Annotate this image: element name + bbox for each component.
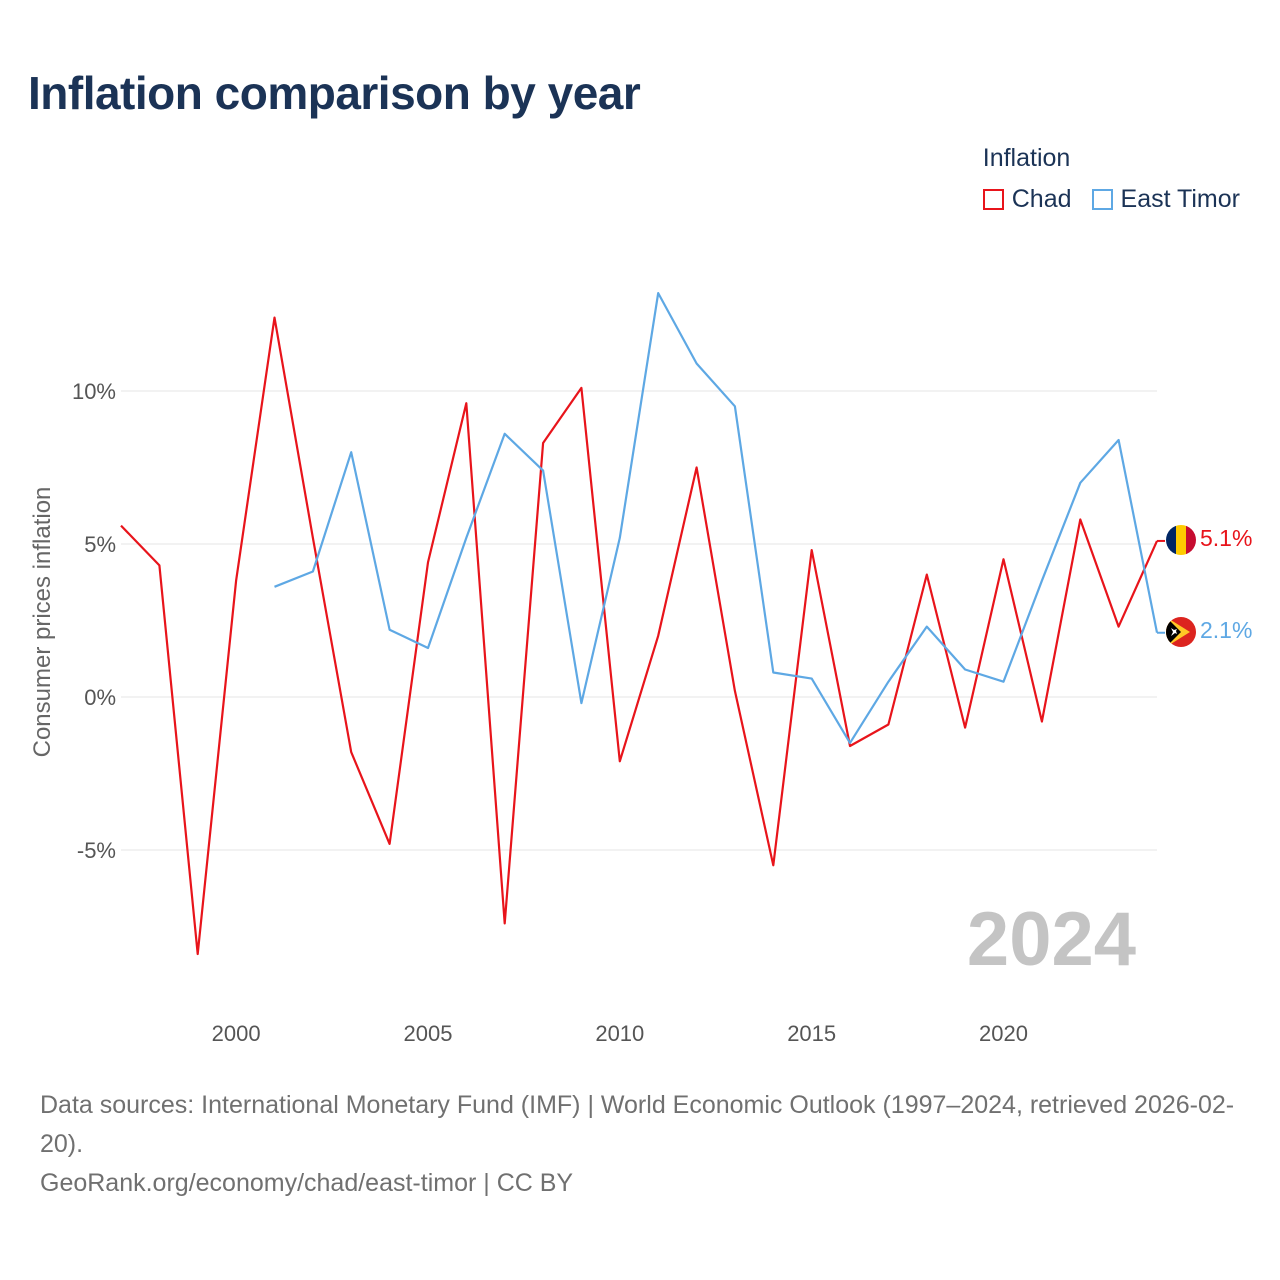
data-point bbox=[771, 671, 775, 675]
data-point bbox=[426, 560, 430, 564]
legend-label-east-timor: East Timor bbox=[1120, 185, 1240, 213]
x-tick-label: 2015 bbox=[787, 1021, 836, 1046]
data-point bbox=[541, 441, 545, 445]
east-timor-flag-icon bbox=[1166, 617, 1196, 647]
data-point bbox=[272, 585, 276, 589]
data-point bbox=[618, 759, 622, 763]
data-sources: Data sources: International Monetary Fun… bbox=[40, 1091, 1235, 1158]
data-point bbox=[1117, 438, 1121, 442]
footer: Data sources: International Monetary Fun… bbox=[40, 1086, 1250, 1203]
line-chart: 10% 5% 0% -5% 2000 2005 2010 2015 2020 Consumer… bbox=[29, 291, 1252, 1046]
legend-item-east-timor[interactable]: East Timor bbox=[1091, 185, 1240, 214]
data-point bbox=[503, 432, 507, 436]
data-point bbox=[464, 536, 468, 540]
end-label-chad: 5.1% bbox=[1200, 525, 1252, 551]
x-tick-label: 2000 bbox=[212, 1021, 261, 1046]
data-point bbox=[695, 361, 699, 365]
data-point bbox=[157, 563, 161, 567]
data-point bbox=[349, 450, 353, 454]
data-point bbox=[388, 628, 392, 632]
legend: Inflation Chad East Timor bbox=[982, 144, 1240, 214]
data-point bbox=[618, 536, 622, 540]
data-point bbox=[886, 723, 890, 727]
data-point bbox=[1002, 557, 1006, 561]
data-point bbox=[848, 741, 852, 745]
data-point bbox=[886, 680, 890, 684]
x-tick-label: 2010 bbox=[595, 1021, 644, 1046]
legend-swatch-chad bbox=[982, 189, 1004, 210]
data-point bbox=[503, 921, 507, 925]
data-point bbox=[196, 952, 200, 956]
data-point bbox=[119, 524, 123, 528]
data-point bbox=[311, 536, 315, 540]
data-point bbox=[1117, 625, 1121, 629]
data-point bbox=[963, 726, 967, 730]
legend-swatch-east-timor bbox=[1091, 189, 1113, 210]
chart-title: Inflation comparison by year bbox=[28, 67, 641, 119]
data-point bbox=[695, 466, 699, 470]
legend-title: Inflation bbox=[982, 144, 1071, 172]
data-point bbox=[234, 579, 238, 583]
data-point bbox=[1002, 680, 1006, 684]
x-tick-label: 2020 bbox=[979, 1021, 1028, 1046]
data-point bbox=[733, 404, 737, 408]
data-point bbox=[311, 570, 315, 574]
data-point bbox=[1078, 518, 1082, 522]
series-line-chad bbox=[120, 316, 1159, 956]
series-lines bbox=[119, 291, 1165, 956]
data-point bbox=[810, 677, 814, 681]
data-point bbox=[579, 386, 583, 390]
end-label-east-timor: 2.1% bbox=[1200, 617, 1252, 643]
data-point bbox=[963, 667, 967, 671]
year-watermark: 2024 bbox=[967, 897, 1136, 982]
data-point bbox=[464, 401, 468, 405]
data-point bbox=[733, 689, 737, 693]
data-point bbox=[272, 316, 276, 320]
legend-label-chad: Chad bbox=[1011, 185, 1072, 213]
data-point bbox=[541, 469, 545, 473]
data-point bbox=[1040, 579, 1044, 583]
data-point bbox=[426, 646, 430, 650]
y-tick-label: -5% bbox=[77, 838, 116, 863]
y-tick-label: 0% bbox=[84, 685, 116, 710]
data-point bbox=[925, 573, 929, 577]
data-point bbox=[349, 750, 353, 754]
credit-link[interactable]: GeoRank.org/economy/chad/east-timor | CC… bbox=[40, 1169, 574, 1197]
data-point bbox=[656, 634, 660, 638]
data-point bbox=[810, 548, 814, 552]
data-point bbox=[1078, 481, 1082, 485]
legend-item-chad[interactable]: Chad bbox=[982, 185, 1072, 214]
grid-lines bbox=[121, 390, 1157, 851]
data-point bbox=[656, 291, 660, 295]
data-point bbox=[771, 863, 775, 867]
series-line-east-timor bbox=[274, 292, 1159, 745]
data-point bbox=[388, 842, 392, 846]
y-tick-label: 10% bbox=[72, 379, 116, 404]
y-axis-ticks: 10% 5% 0% -5% bbox=[72, 379, 116, 863]
data-point bbox=[1040, 719, 1044, 723]
x-axis-ticks: 2000 2005 2010 2015 2020 bbox=[212, 1021, 1028, 1046]
data-point bbox=[579, 701, 583, 705]
y-tick-label: 5% bbox=[84, 532, 116, 557]
chad-flag-icon bbox=[1166, 525, 1196, 555]
x-tick-label: 2005 bbox=[403, 1021, 452, 1046]
data-point bbox=[925, 625, 929, 629]
y-axis-label: Consumer prices inflation bbox=[29, 487, 56, 758]
